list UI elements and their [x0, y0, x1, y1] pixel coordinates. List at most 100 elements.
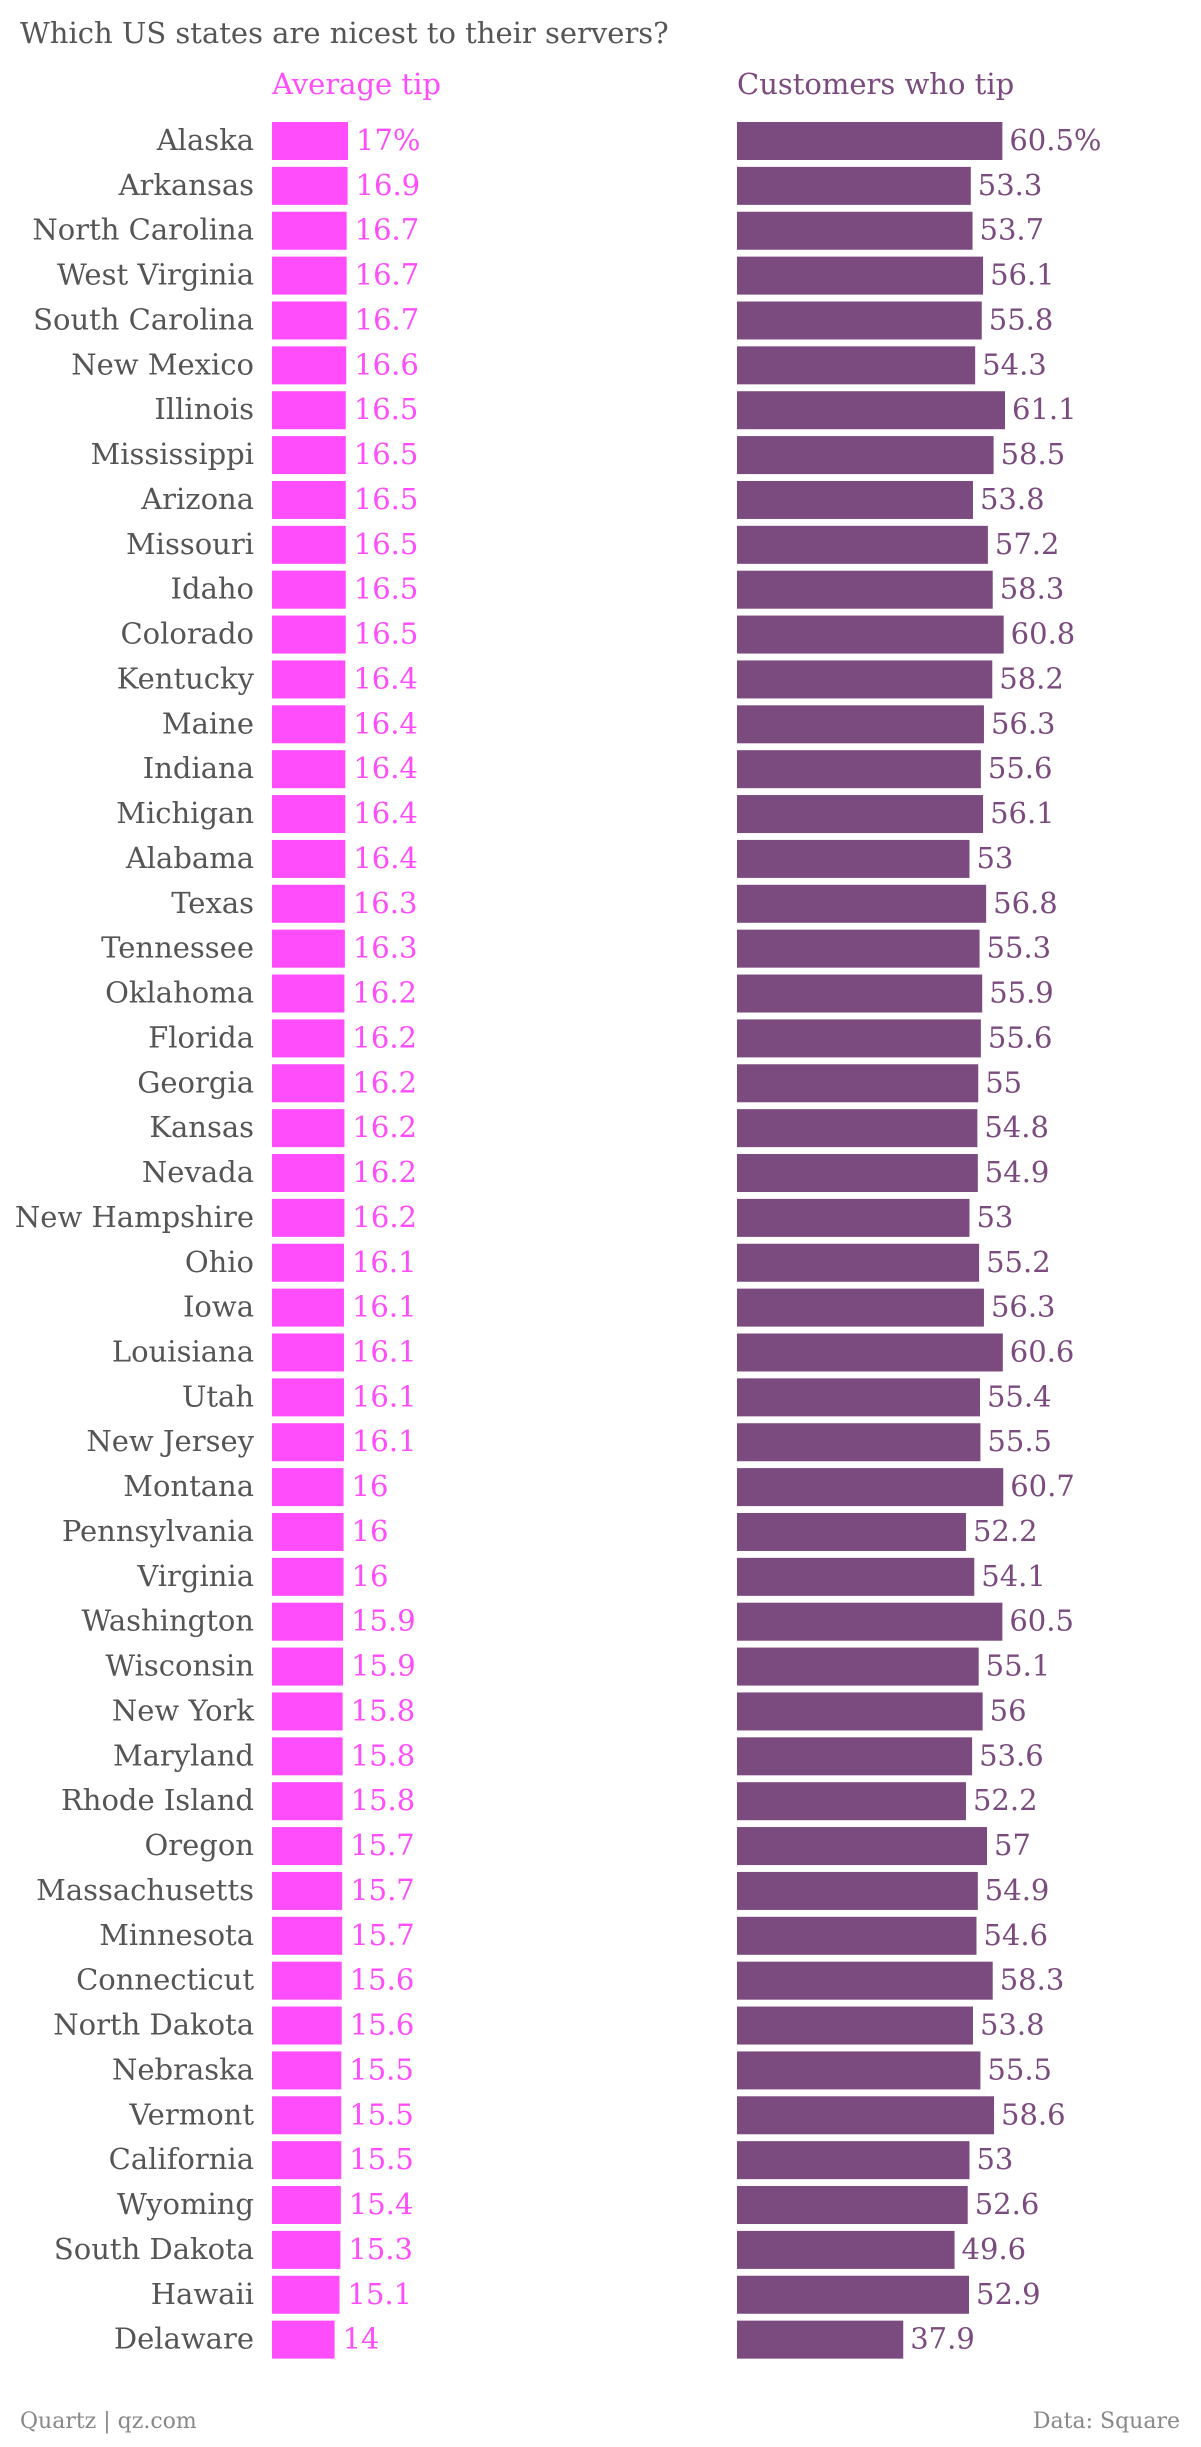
- value-average-tip-massachusetts: 15.7: [350, 1873, 415, 1907]
- row-colorado: Colorado 16.5 60.8: [120, 615, 1076, 654]
- bar-average-tip-connecticut: [272, 1961, 342, 2000]
- state-label-texas: Texas: [171, 886, 254, 920]
- row-nebraska: Nebraska 15.5 55.5: [112, 2051, 1052, 2090]
- row-oklahoma: Oklahoma 16.2 55.9: [105, 974, 1054, 1013]
- bar-average-tip-new-york: [272, 1692, 343, 1731]
- bar-customers-tip-delaware: [737, 2320, 904, 2359]
- bar-customers-tip-massachusetts: [737, 1871, 978, 1910]
- row-alaska: Alaska 17% 60.5%: [156, 122, 1102, 160]
- bar-average-tip-north-carolina: [272, 211, 347, 250]
- state-label-virginia: Virginia: [136, 1559, 254, 1593]
- value-average-tip-hawaii: 15.1: [348, 2277, 413, 2311]
- value-average-tip-north-dakota: 15.6: [350, 2008, 415, 2042]
- value-customers-tip-michigan: 56.1: [990, 796, 1055, 830]
- value-customers-tip-maine: 56.3: [991, 706, 1056, 740]
- bar-customers-tip-alabama: [737, 839, 970, 878]
- bar-average-tip-new-jersey: [272, 1423, 344, 1462]
- bar-customers-tip-kansas: [737, 1109, 978, 1148]
- bar-average-tip-maine: [272, 705, 346, 744]
- value-average-tip-new-york: 15.8: [351, 1693, 416, 1727]
- bar-average-tip-tennessee: [272, 929, 345, 968]
- bar-customers-tip-alaska: [737, 122, 1003, 160]
- bar-average-tip-west-virginia: [272, 256, 347, 295]
- value-average-tip-south-carolina: 16.7: [355, 302, 420, 336]
- value-average-tip-montana: 16: [352, 1469, 389, 1503]
- value-customers-tip-louisiana: 60.6: [1010, 1334, 1075, 1368]
- bar-average-tip-utah: [272, 1378, 344, 1417]
- bar-average-tip-nebraska: [272, 2051, 342, 2090]
- state-label-idaho: Idaho: [171, 572, 254, 606]
- row-virginia: Virginia 16 54.1: [136, 1557, 1046, 1596]
- row-minnesota: Minnesota 15.7 54.6: [99, 1916, 1048, 1955]
- value-customers-tip-illinois: 61.1: [1012, 392, 1077, 426]
- value-customers-tip-texas: 56.8: [993, 886, 1058, 920]
- state-label-north-carolina: North Carolina: [32, 213, 254, 247]
- state-label-iowa: Iowa: [183, 1290, 254, 1324]
- footer-source-left: Quartz | qz.com: [20, 2409, 197, 2434]
- row-texas: Texas 16.3 56.8: [171, 884, 1058, 923]
- state-label-rhode-island: Rhode Island: [61, 1783, 254, 1817]
- value-average-tip-maryland: 15.8: [351, 1738, 416, 1772]
- state-label-oklahoma: Oklahoma: [105, 976, 254, 1010]
- row-alabama: Alabama 16.4 53: [125, 839, 1013, 878]
- row-new-mexico: New Mexico 16.6 54.3: [71, 346, 1047, 385]
- value-average-tip-minnesota: 15.7: [350, 1918, 415, 1952]
- value-customers-tip-arkansas: 53.3: [978, 168, 1043, 202]
- value-customers-tip-new-hampshire: 53: [976, 1200, 1013, 1234]
- value-average-tip-idaho: 16.5: [354, 572, 419, 606]
- row-mississippi: Mississippi 16.5 58.5: [91, 436, 1065, 475]
- value-customers-tip-florida: 55.6: [988, 1020, 1053, 1054]
- row-arizona: Arizona 16.5 53.8: [140, 480, 1045, 519]
- value-customers-tip-missouri: 57.2: [995, 527, 1060, 561]
- value-average-tip-south-dakota: 15.3: [348, 2232, 413, 2266]
- bar-customers-tip-connecticut: [737, 1961, 993, 2000]
- state-label-missouri: Missouri: [126, 527, 254, 561]
- bar-customers-tip-south-carolina: [737, 301, 982, 340]
- bar-customers-tip-mississippi: [737, 436, 994, 475]
- value-customers-tip-iowa: 56.3: [991, 1290, 1056, 1324]
- value-average-tip-maine: 16.4: [353, 706, 418, 740]
- state-label-wisconsin: Wisconsin: [105, 1649, 254, 1683]
- value-average-tip-missouri: 16.5: [354, 527, 419, 561]
- row-montana: Montana 16 60.7: [123, 1468, 1075, 1507]
- state-label-kansas: Kansas: [149, 1110, 254, 1144]
- row-north-dakota: North Dakota 15.6 53.8: [53, 2006, 1045, 2045]
- value-customers-tip-new-mexico: 54.3: [982, 347, 1047, 381]
- bar-average-tip-ohio: [272, 1243, 344, 1282]
- value-average-tip-new-jersey: 16.1: [352, 1424, 417, 1458]
- state-label-pennsylvania: Pennsylvania: [62, 1514, 254, 1548]
- value-average-tip-nevada: 16.2: [352, 1155, 417, 1189]
- row-maryland: Maryland 15.8 53.6: [113, 1737, 1044, 1776]
- value-customers-tip-montana: 60.7: [1010, 1469, 1075, 1503]
- row-iowa: Iowa 16.1 56.3: [183, 1288, 1056, 1327]
- row-new-hampshire: New Hampshire 16.2 53: [15, 1198, 1013, 1237]
- state-label-alabama: Alabama: [125, 841, 254, 875]
- value-customers-tip-colorado: 60.8: [1011, 617, 1076, 651]
- state-label-michigan: Michigan: [116, 796, 254, 830]
- state-label-south-carolina: South Carolina: [33, 302, 254, 336]
- bar-average-tip-iowa: [272, 1288, 344, 1327]
- value-customers-tip-arizona: 53.8: [980, 482, 1045, 516]
- value-average-tip-illinois: 16.5: [354, 392, 419, 426]
- bar-customers-tip-north-dakota: [737, 2006, 973, 2045]
- state-label-montana: Montana: [123, 1469, 254, 1503]
- state-label-arkansas: Arkansas: [118, 168, 254, 202]
- bar-average-tip-maryland: [272, 1737, 343, 1776]
- row-ohio: Ohio 16.1 55.2: [185, 1243, 1051, 1282]
- bar-customers-tip-kentucky: [737, 660, 993, 699]
- state-label-oregon: Oregon: [144, 1828, 254, 1862]
- bar-average-tip-louisiana: [272, 1333, 344, 1372]
- row-maine: Maine 16.4 56.3: [162, 705, 1056, 744]
- value-customers-tip-massachusetts: 54.9: [985, 1873, 1050, 1907]
- row-vermont: Vermont 15.5 58.6: [128, 2096, 1066, 2135]
- value-customers-tip-wyoming: 52.6: [975, 2187, 1040, 2221]
- bar-customers-tip-georgia: [737, 1064, 979, 1103]
- state-label-new-york: New York: [112, 1693, 255, 1727]
- value-average-tip-nebraska: 15.5: [349, 2052, 414, 2086]
- row-kentucky: Kentucky 16.4 58.2: [117, 660, 1064, 699]
- bar-customers-tip-oregon: [737, 1827, 988, 1866]
- bar-customers-tip-indiana: [737, 750, 981, 789]
- value-customers-tip-minnesota: 54.6: [983, 1918, 1048, 1952]
- value-customers-tip-oklahoma: 55.9: [989, 976, 1054, 1010]
